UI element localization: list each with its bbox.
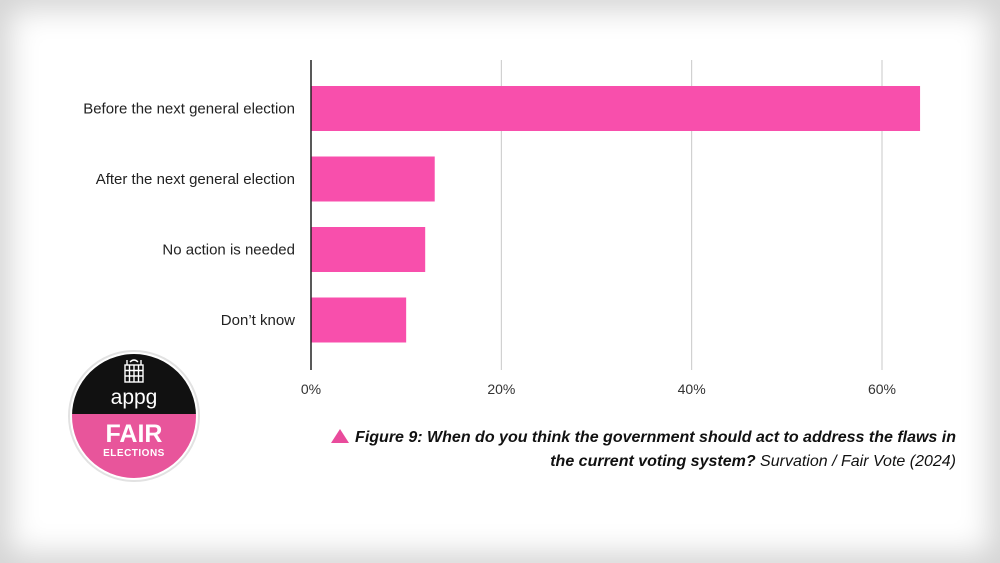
category-label: Before the next general election	[83, 101, 295, 118]
category-label: No action is needed	[162, 242, 295, 259]
logo-text-appg: appg	[110, 386, 158, 409]
bar	[311, 156, 435, 202]
figure-source: Survation / Fair Vote (2024)	[760, 453, 956, 470]
bar	[311, 227, 426, 272]
appg-fair-elections-logo: appg FAIR ELECTIONS	[68, 350, 200, 482]
logo-text-fair: FAIR	[105, 420, 163, 448]
bars	[311, 86, 921, 343]
x-tick-label: 60%	[868, 381, 896, 397]
bar	[311, 86, 921, 131]
x-tick-label: 0%	[301, 381, 321, 397]
portcullis-icon	[124, 359, 144, 383]
x-tick-label: 40%	[678, 381, 706, 397]
logo-text-elections: ELECTIONS	[103, 448, 165, 459]
category-label: After the next general election	[96, 171, 295, 188]
figure-title: Figure 9: When do you think the governme…	[355, 429, 956, 470]
x-tick-labels: 0% 20% 40% 60%	[301, 381, 896, 397]
category-labels: Before the next general election After th…	[83, 101, 295, 330]
bar	[311, 297, 407, 343]
category-label: Don’t know	[221, 312, 295, 329]
triangle-marker-icon	[331, 429, 350, 443]
figure-caption: Figure 9: When do you think the governme…	[316, 426, 956, 474]
x-tick-label: 20%	[487, 381, 515, 397]
